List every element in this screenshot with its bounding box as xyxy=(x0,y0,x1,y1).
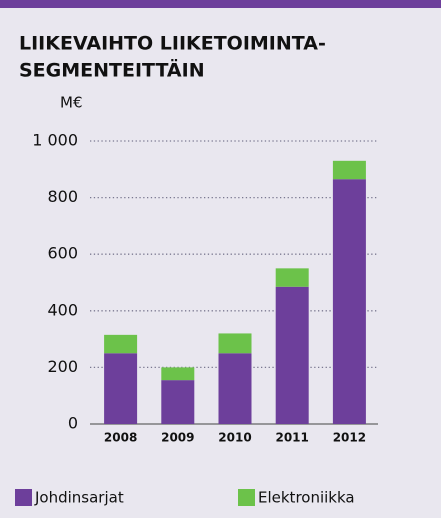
top-strip xyxy=(0,0,441,8)
bar-segment xyxy=(104,334,138,354)
bar-segment xyxy=(275,286,309,424)
y-tick-label: 200 xyxy=(47,357,78,376)
x-tick-label: 2010 xyxy=(218,431,251,445)
chart-title: SEGMENTEITTÄIN xyxy=(19,58,205,82)
bar-segment xyxy=(332,160,366,180)
y-tick-label: 0 xyxy=(68,414,78,433)
legend-swatch xyxy=(15,489,32,506)
legend-label: Elektroniikka xyxy=(258,489,355,507)
legend-swatch xyxy=(238,489,255,506)
y-tick-label: 1 000 xyxy=(32,131,78,150)
bar-segment xyxy=(275,268,309,287)
bar-segment xyxy=(332,179,366,424)
bar-segment xyxy=(161,367,195,381)
bar-segment xyxy=(218,353,252,424)
x-tick-label: 2009 xyxy=(161,431,194,445)
bar-segment xyxy=(161,380,195,424)
bar-segment xyxy=(218,333,252,354)
chart-title: LIIKEVAIHTO LIIKETOIMINTA- xyxy=(19,33,326,55)
y-tick-label: 400 xyxy=(47,300,78,319)
x-tick-label: 2008 xyxy=(104,431,137,445)
x-tick-label: 2012 xyxy=(333,431,366,445)
legend-label: Johdinsarjat xyxy=(34,489,124,507)
x-tick-label: 2011 xyxy=(275,431,308,445)
y-tick-label: 800 xyxy=(47,187,78,206)
y-tick-label: 600 xyxy=(47,244,78,263)
y-unit: M€ xyxy=(60,94,83,112)
bar-segment xyxy=(104,353,138,424)
